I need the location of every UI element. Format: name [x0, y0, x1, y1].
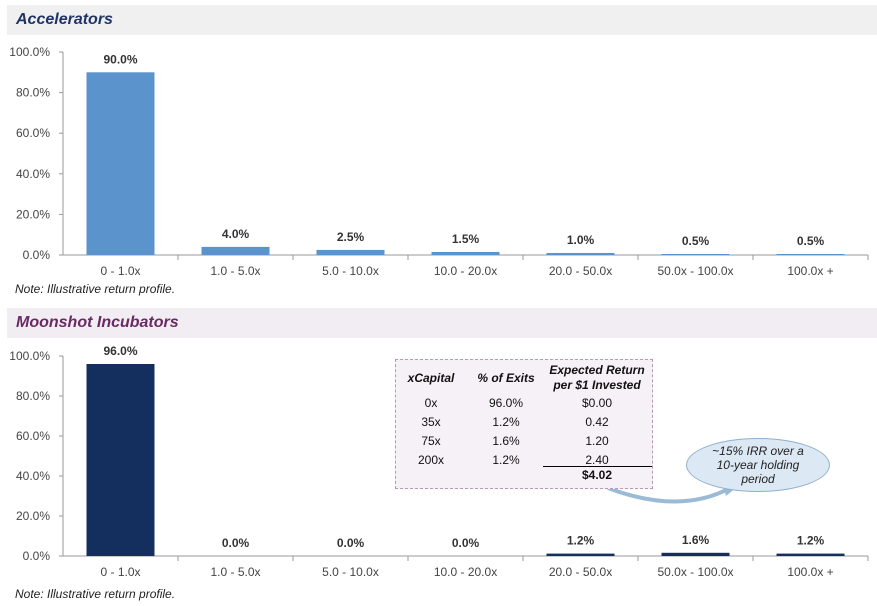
bar [316, 249, 385, 255]
bar [661, 253, 730, 255]
table-cell: 35x [421, 415, 441, 429]
bar [201, 246, 270, 255]
callout-arrow [607, 486, 731, 504]
table-row: 200x 1.2% 2.40 [396, 453, 652, 472]
data-label: 2.5% [337, 230, 365, 244]
col-exits: % of Exits [477, 371, 535, 385]
x-tick-label: 100.0x + [787, 264, 833, 278]
table-cell: 2.40 [585, 453, 609, 467]
bar [546, 553, 615, 556]
y-tick-label: 60.0% [16, 126, 50, 140]
x-tick-label: 5.0 - 10.0x [322, 565, 379, 579]
data-label: 0.0% [452, 536, 480, 550]
table-row: 75x 1.6% 1.20 [396, 434, 652, 453]
bar [431, 251, 500, 255]
data-label: 0.5% [797, 234, 825, 248]
table-cell: 1.2% [492, 453, 520, 467]
y-tick-label: 100.0% [9, 349, 50, 363]
y-tick-label: 0.0% [23, 549, 51, 563]
data-label: 0.5% [682, 234, 710, 248]
y-tick-label: 0.0% [23, 248, 51, 262]
bar [86, 364, 155, 556]
y-tick-label: 40.0% [16, 167, 50, 181]
bar [86, 72, 155, 255]
x-tick-label: 20.0 - 50.0x [549, 565, 612, 579]
table-cell: 0.42 [585, 415, 609, 429]
x-tick-label: 1.0 - 5.0x [210, 565, 260, 579]
y-tick-label: 60.0% [16, 429, 50, 443]
x-tick-label: 100.0x + [787, 565, 833, 579]
data-label: 90.0% [103, 52, 137, 66]
y-tick-label: 100.0% [9, 45, 50, 59]
total-value: $4.02 [581, 468, 613, 482]
x-tick-label: 0 - 1.0x [100, 264, 140, 278]
table-cell: 75x [421, 434, 441, 448]
y-tick-label: 80.0% [16, 389, 50, 403]
col-xcapital: xCapital [407, 371, 455, 385]
x-tick-label: 0 - 1.0x [100, 565, 140, 579]
bar [546, 252, 615, 255]
table-row: 0x 96.0% $0.00 [396, 396, 652, 415]
accelerators-header: Accelerators [7, 5, 877, 35]
col-return-1: Expected Return [549, 363, 645, 377]
x-tick-label: 20.0 - 50.0x [549, 264, 612, 278]
x-tick-label: 10.0 - 20.0x [434, 264, 497, 278]
irr-callout: ~15% IRR over a 10-year holding period [686, 438, 830, 492]
bar [776, 553, 845, 556]
note-1: Note: Illustrative return profile. [15, 282, 176, 296]
table-cell: 1.6% [492, 434, 520, 448]
data-label: 1.0% [567, 233, 595, 247]
data-label: 1.6% [682, 533, 710, 547]
bar [661, 552, 730, 556]
table-cell: $0.00 [581, 396, 613, 410]
data-label: 96.0% [103, 344, 137, 358]
y-tick-label: 80.0% [16, 86, 50, 100]
data-label: 1.2% [797, 534, 825, 548]
moonshot-header: Moonshot Incubators [7, 308, 877, 338]
data-label: 1.2% [567, 534, 595, 548]
data-label: 1.5% [452, 232, 480, 246]
bar [776, 253, 845, 255]
data-label: 0.0% [222, 536, 250, 550]
y-tick-label: 20.0% [16, 207, 50, 221]
x-tick-label: 1.0 - 5.0x [210, 264, 260, 278]
y-tick-label: 40.0% [16, 469, 50, 483]
data-label: 0.0% [337, 536, 365, 550]
x-tick-label: 50.0x - 100.0x [657, 264, 733, 278]
x-tick-label: 50.0x - 100.0x [657, 565, 733, 579]
x-tick-label: 5.0 - 10.0x [322, 264, 379, 278]
irr-callout-text: ~15% IRR over a 10-year holding period [712, 444, 804, 486]
table-cell: 0x [424, 396, 438, 410]
table-cell: 1.20 [585, 434, 609, 448]
data-label: 4.0% [222, 227, 250, 241]
col-return-2: per $1 Invested [553, 378, 641, 392]
table-cell: 96.0% [488, 396, 524, 410]
total-rule [543, 466, 652, 467]
y-tick-label: 20.0% [16, 509, 50, 523]
returns-table: xCapital % of Exits Expected Return per … [395, 359, 653, 489]
x-tick-label: 10.0 - 20.0x [434, 565, 497, 579]
table-row: 35x 1.2% 0.42 [396, 415, 652, 434]
table-cell: 1.2% [492, 415, 520, 429]
note-2: Note: Illustrative return profile. [15, 587, 176, 601]
table-cell: 200x [417, 453, 445, 467]
